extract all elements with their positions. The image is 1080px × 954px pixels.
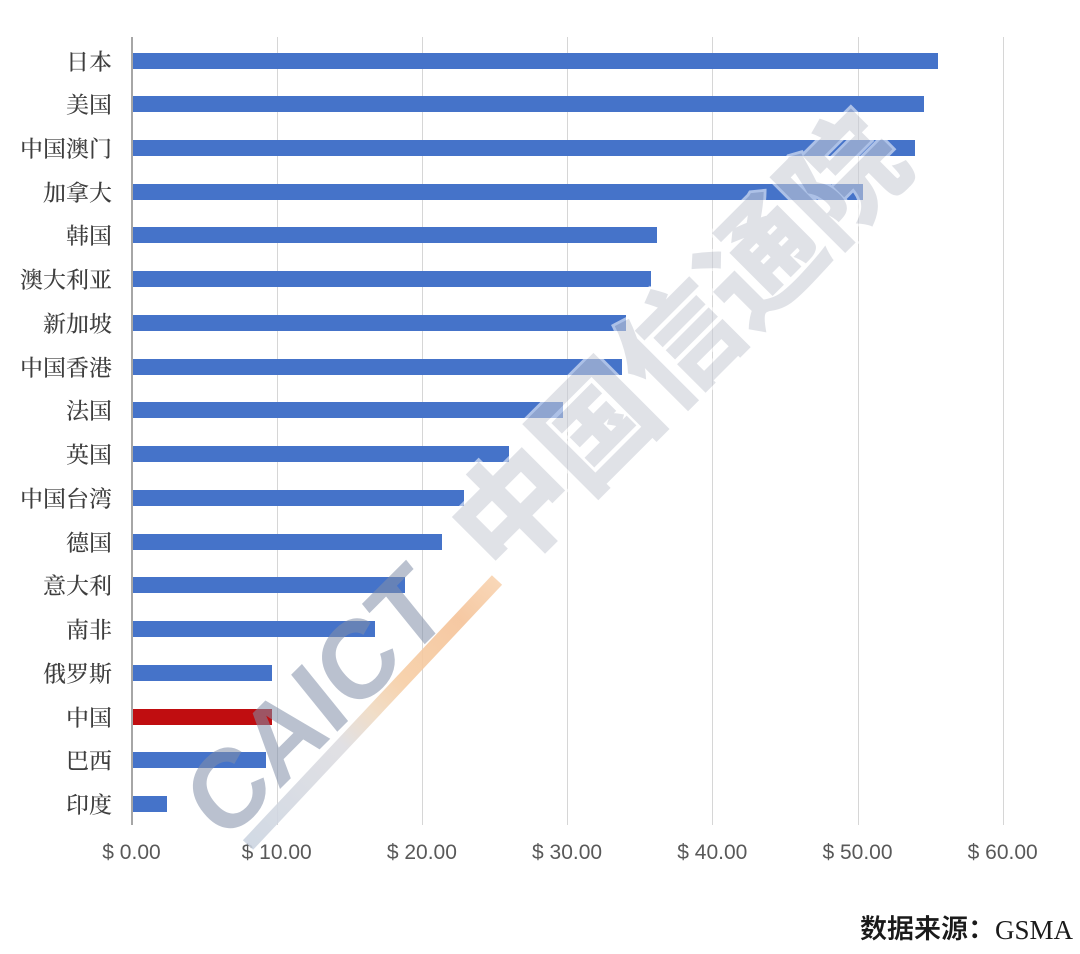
svg-text:CAICT: CAICT [163, 541, 467, 863]
